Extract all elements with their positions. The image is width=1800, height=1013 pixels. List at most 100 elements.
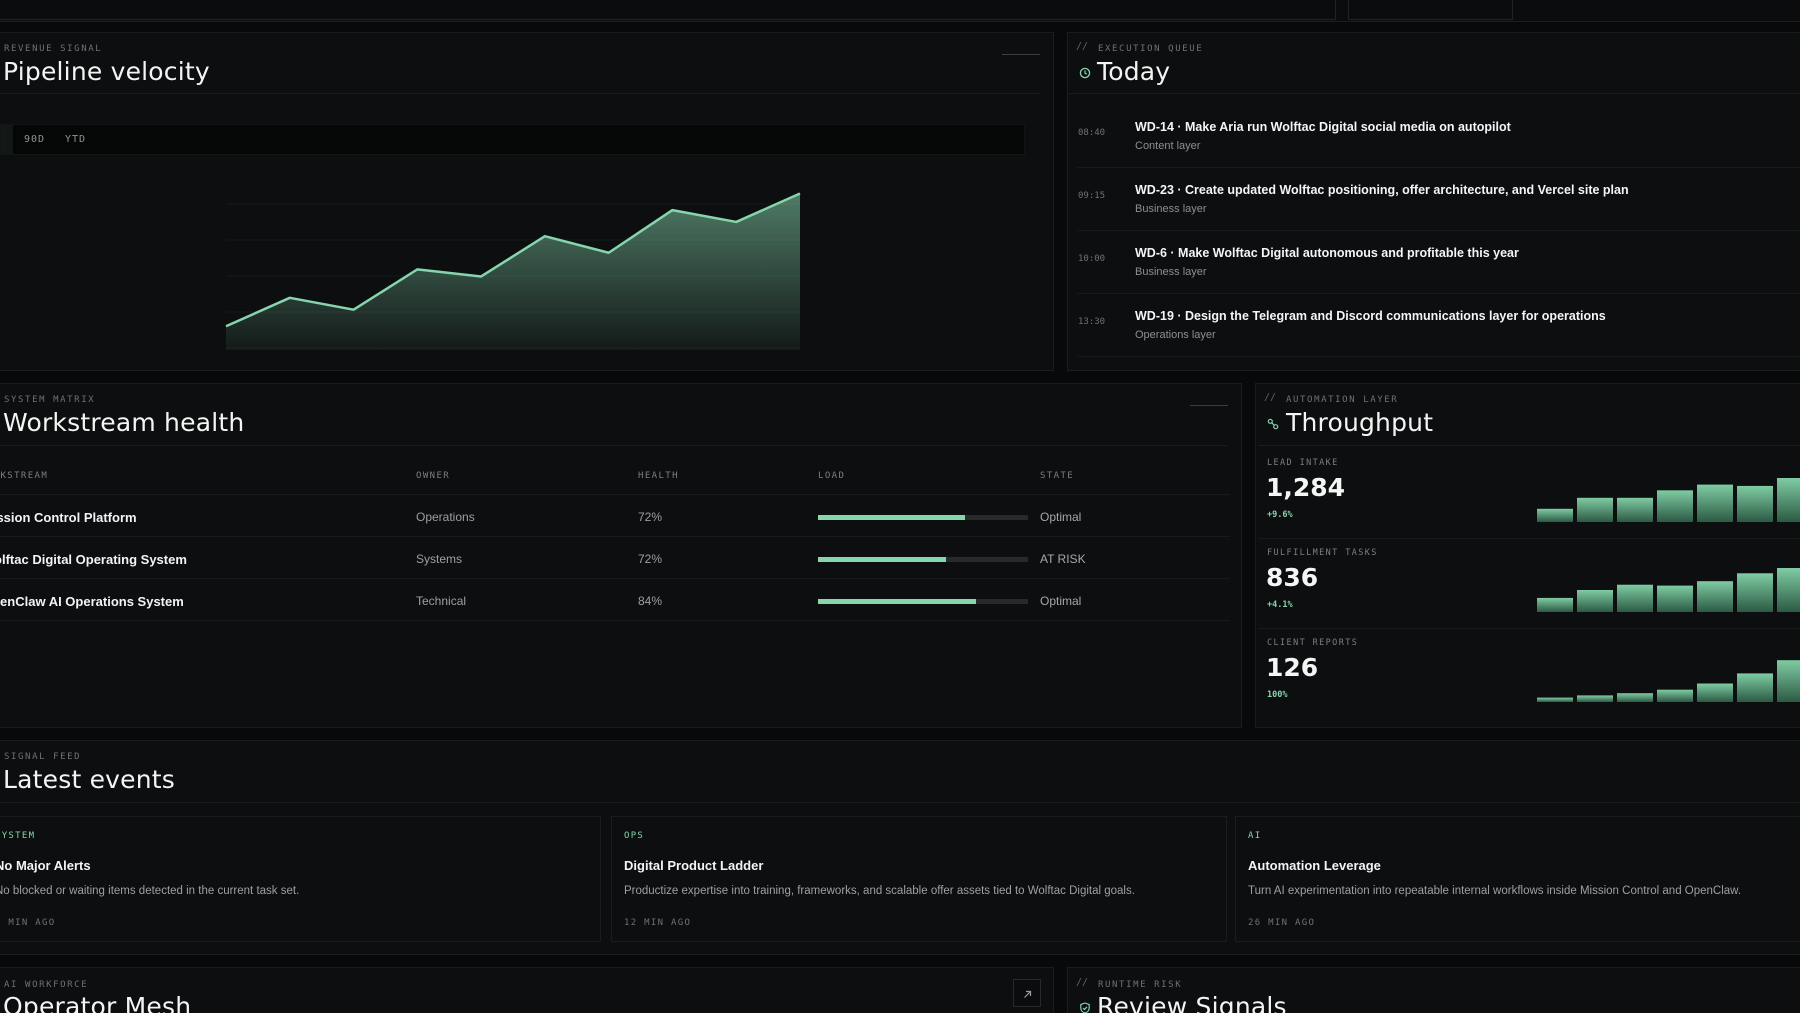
pipeline-divider: [0, 93, 1040, 94]
workstream-eyebrow: SYSTEM MATRIX: [4, 395, 96, 405]
panel-corner-mark: //: [1076, 977, 1089, 988]
queue-item-time: 10:00: [1078, 254, 1106, 264]
spark-bar: [1777, 478, 1800, 522]
queue-item[interactable]: 10:00 WD-6 · Make Wolftac Digital autonom…: [1077, 232, 1800, 294]
pipeline-title: Pipeline velocity: [3, 57, 210, 86]
queue-eyebrow: EXECUTION QUEUE: [1098, 44, 1204, 54]
spark-bar: [1657, 585, 1693, 612]
metric-delta: +4.1%: [1267, 600, 1293, 610]
review-signals-panel: [1067, 967, 1800, 1013]
review-title: Review Signals: [1097, 992, 1287, 1013]
queue-item-time: 13:30: [1078, 317, 1106, 327]
pipeline-eyebrow: REVENUE SIGNAL: [4, 44, 103, 54]
pipeline-area-chart: [225, 192, 801, 350]
workstream-name[interactable]: Wolftac Digital Operating System: [0, 552, 187, 567]
spark-bar: [1697, 581, 1733, 612]
spark-bar: [1537, 697, 1573, 702]
queue-item[interactable]: 09:15 WD-23 · Create updated Wolftac posi…: [1077, 169, 1800, 231]
event-title[interactable]: No Major Alerts: [0, 858, 91, 873]
queue-item[interactable]: 13:30 WD-19 · Design the Telegram and Dis…: [1077, 295, 1800, 357]
range-selector[interactable]: 90D YTD: [0, 124, 1025, 155]
panel-corner-mark: //: [1076, 41, 1089, 52]
workstream-title: Workstream health: [3, 408, 245, 437]
queue-item-layer: Business layer: [1135, 266, 1207, 278]
table-bottom-rule: [0, 620, 1230, 621]
throughput-title: Throughput: [1286, 408, 1434, 437]
spark-bar: [1577, 695, 1613, 702]
load-bar-fill: [818, 515, 965, 520]
workstream-health-panel: [0, 383, 1242, 728]
automation-link-icon: [1267, 417, 1279, 435]
workstream-owner: Technical: [416, 594, 467, 608]
workstream-health: 84%: [638, 594, 663, 608]
workstream-owner: Systems: [416, 552, 463, 566]
metric-sparkbars: [1537, 478, 1800, 522]
table-row[interactable]: Wolftac Digital Operating System Systems 7…: [0, 536, 1230, 578]
queue-item-title[interactable]: WD-14 · Make Aria run Wolftac Digital so…: [1135, 120, 1511, 134]
metric-label: FULFILLMENT TASKS: [1267, 548, 1378, 558]
event-time: 12 MIN AGO: [624, 918, 692, 928]
toolbar-button[interactable]: [1348, 0, 1513, 20]
col-workstream: WORKSTREAM: [0, 471, 49, 481]
event-body: Productize expertise into training, fram…: [624, 885, 1135, 897]
metric-value: 836: [1266, 563, 1319, 592]
load-bar-fill: [818, 557, 947, 562]
spark-bar: [1657, 490, 1693, 522]
metric-delta: 100%: [1267, 690, 1288, 700]
event-card[interactable]: OPS Digital Product Ladder Productize expe…: [611, 816, 1227, 942]
queue-item-layer: Operations layer: [1135, 329, 1216, 341]
top-toolbar: [0, 0, 1800, 22]
spark-bar: [1777, 660, 1800, 702]
event-body: Turn AI experimentation into repeatable …: [1248, 885, 1742, 897]
queue-item-time: 09:15: [1078, 191, 1106, 201]
operator-title: Operator Mesh: [3, 992, 192, 1013]
spark-bar: [1537, 597, 1573, 612]
metric-divider: [1258, 628, 1800, 629]
event-tag: OPS: [624, 831, 645, 841]
queue-item-time: 08:40: [1078, 128, 1106, 138]
queue-item-title[interactable]: WD-6 · Make Wolftac Digital autonomous a…: [1135, 246, 1519, 260]
col-health: HEALTH: [638, 471, 679, 481]
queue-item-title[interactable]: WD-19 · Design the Telegram and Discord …: [1135, 309, 1606, 323]
command-input[interactable]: [0, 0, 1336, 20]
queue-item[interactable]: 08:40 WD-14 · Make Aria run Wolftac Digit…: [1077, 106, 1800, 168]
queue-item-title[interactable]: WD-23 · Create updated Wolftac positioni…: [1135, 183, 1629, 197]
event-card[interactable]: SYSTEM No Major Alerts No blocked or waiti…: [0, 816, 601, 942]
operator-mesh-panel: [0, 967, 1054, 1013]
metric-divider: [1258, 538, 1800, 539]
throughput-panel: [1255, 383, 1800, 728]
event-tag: AI: [1248, 831, 1262, 841]
event-time: 26 MIN AGO: [1248, 918, 1316, 928]
event-card[interactable]: AI Automation Leverage Turn AI experimenta…: [1235, 816, 1800, 942]
event-body: No blocked or waiting items detected in …: [0, 885, 300, 897]
metric-value: 1,284: [1266, 473, 1346, 502]
spark-bar: [1617, 584, 1653, 612]
load-bar: [818, 557, 1028, 562]
events-title: Latest events: [3, 765, 176, 794]
spark-bar: [1737, 573, 1773, 612]
throughput-eyebrow: AUTOMATION LAYER: [1286, 395, 1399, 405]
workstream-health: 72%: [638, 510, 663, 524]
event-title[interactable]: Automation Leverage: [1248, 858, 1381, 873]
metric-value: 126: [1266, 653, 1319, 682]
metric-sparkbars: [1537, 660, 1800, 702]
workstream-divider: [0, 445, 1228, 446]
spark-bar: [1737, 485, 1773, 522]
workstream-state: Optimal: [1040, 510, 1082, 524]
spark-bar: [1697, 484, 1733, 522]
spark-bar: [1777, 568, 1800, 612]
range-label[interactable]: YTD: [65, 134, 87, 145]
expand-button[interactable]: [1013, 979, 1041, 1007]
workstream-name[interactable]: Mission Control Platform: [0, 510, 137, 525]
event-title[interactable]: Digital Product Ladder: [624, 858, 764, 873]
panel-corner-mark: //: [1264, 392, 1277, 403]
workstream-name[interactable]: OpenClaw AI Operations System: [0, 594, 184, 609]
queue-title: Today: [1097, 57, 1171, 86]
table-row[interactable]: OpenClaw AI Operations System Technical 84…: [0, 578, 1230, 620]
range-value[interactable]: 90D: [24, 134, 46, 145]
queue-item-layer: Content layer: [1135, 140, 1201, 152]
spark-bar: [1617, 693, 1653, 702]
spark-bar: [1577, 590, 1613, 612]
spark-bar: [1617, 497, 1653, 522]
table-row[interactable]: Mission Control Platform Operations 72% Opt…: [0, 494, 1230, 536]
